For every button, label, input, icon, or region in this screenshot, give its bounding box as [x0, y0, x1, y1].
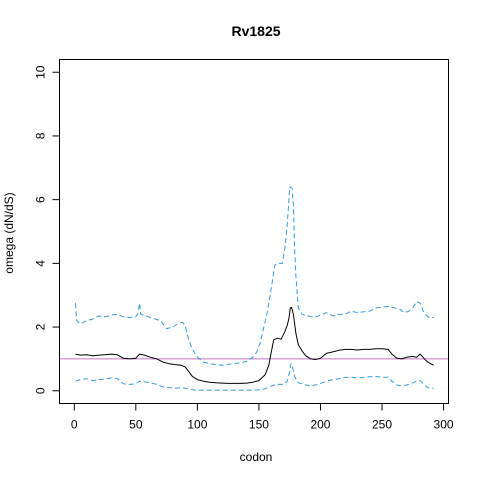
x-tick-label: 250 [372, 418, 392, 432]
estimate-line [75, 306, 434, 384]
chart-title: Rv1825 [231, 23, 280, 39]
x-tick-label: 150 [249, 418, 269, 432]
lower-bound-line [75, 363, 434, 391]
x-tick-label: 100 [187, 418, 207, 432]
series-layer [59, 186, 449, 391]
y-tick-label: 6 [34, 196, 48, 203]
x-axis-label: codon [240, 450, 273, 464]
plot-frame [59, 59, 449, 404]
y-tick-label: 10 [34, 65, 48, 79]
x-tick-label: 300 [434, 418, 454, 432]
x-tick-label: 0 [71, 418, 78, 432]
x-tick-label: 200 [310, 418, 330, 432]
y-tick-label: 4 [34, 260, 48, 267]
y-tick-label: 2 [34, 323, 48, 330]
y-axis-label: omega (dN/dS) [2, 192, 16, 273]
x-tick-label: 50 [129, 418, 143, 432]
y-tick-label: 8 [34, 132, 48, 139]
y-tick-label: 0 [34, 387, 48, 394]
upper-bound-line [75, 186, 434, 366]
